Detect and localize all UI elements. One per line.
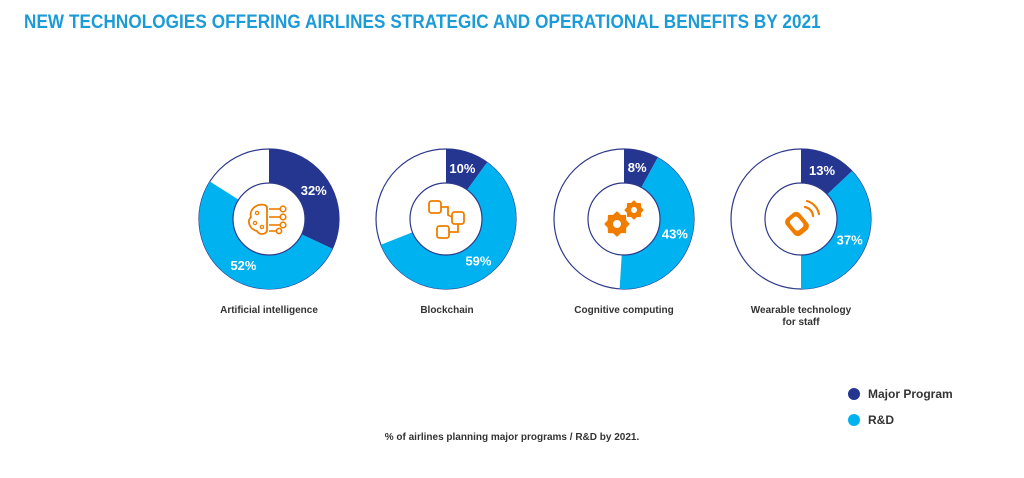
wearable-icon: [785, 199, 821, 237]
blockchain-icon: [428, 200, 465, 239]
donut-ring-inner: [409, 182, 483, 256]
donut-ring-inner: [232, 182, 306, 256]
category-label-cognitive-computing: Cognitive computing: [574, 305, 674, 316]
chart-title: NEW TECHNOLOGIES OFFERING AIRLINES STRAT…: [24, 12, 821, 33]
ai-brain-icon: [248, 203, 287, 235]
gears-icon: [604, 200, 644, 237]
legend-item-major-program: Major Program: [848, 382, 953, 406]
donut-blockchain: 10% 59%: [375, 148, 517, 290]
category-label-blockchain: Blockchain: [420, 305, 474, 316]
data-label-major-program: 13%: [809, 163, 835, 178]
category-label-artificial-intelligence: Artificial intelligence: [220, 305, 318, 316]
footnote: % of airlines planning major programs / …: [384, 432, 640, 443]
legend-item-rd: R&D: [848, 408, 953, 432]
data-label-major-program: 10%: [449, 161, 475, 176]
data-label-rd: 43%: [662, 226, 688, 241]
data-label-major-program: 32%: [301, 183, 327, 198]
donut-wearable: 13% 37%: [730, 148, 872, 290]
legend-swatch-major-program: [848, 388, 860, 400]
segment-rd: [380, 162, 516, 289]
data-label-rd: 59%: [465, 253, 491, 268]
segment-rd: [198, 181, 333, 290]
data-label-rd: 52%: [230, 258, 256, 273]
segment-major-program: [446, 149, 488, 190]
segment-rd: [619, 157, 694, 289]
category-label-wearable-technology: Wearable technology for staff: [750, 305, 852, 328]
legend: Major Program R&D: [848, 382, 953, 434]
data-label-major-program: 8%: [628, 160, 647, 175]
legend-label-major-program: Major Program: [868, 387, 953, 401]
donut-artificial: 32% 52%: [198, 148, 340, 290]
data-label-rd: 37%: [837, 233, 863, 248]
donut-cognitive: 8% 43%: [553, 148, 695, 290]
segment-major-program: [624, 149, 658, 188]
legend-swatch-rd: [848, 414, 860, 426]
legend-label-rd: R&D: [868, 413, 894, 427]
segment-rd: [801, 171, 872, 289]
segment-major-program: [801, 149, 853, 195]
segment-major-program: [269, 149, 339, 249]
